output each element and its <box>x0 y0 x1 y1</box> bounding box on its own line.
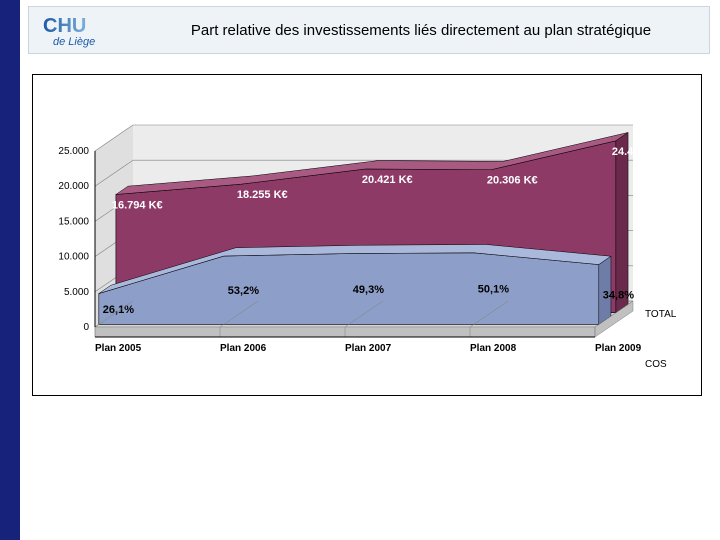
header-bar: CHU de Liège Part relative des investiss… <box>28 6 710 54</box>
page-title: Part relative des investissements liés d… <box>133 18 709 43</box>
svg-text:Plan 2009: Plan 2009 <box>595 343 642 354</box>
svg-text:50,1%: 50,1% <box>478 284 509 296</box>
svg-text:20.000: 20.000 <box>58 181 89 192</box>
svg-text:CHU: CHU <box>43 15 86 37</box>
svg-text:15.000: 15.000 <box>58 216 89 227</box>
investment-chart: 0 5.000 10.000 15.000 20.000 25.000 16.794 K€ 1… <box>33 75 701 395</box>
logo: CHU de Liège <box>29 10 133 50</box>
svg-text:16.794 K€: 16.794 K€ <box>112 199 163 211</box>
chart-container: 0 5.000 10.000 15.000 20.000 25.000 16.794 K€ 1… <box>32 74 702 396</box>
svg-text:0: 0 <box>83 322 89 333</box>
svg-text:26,1%: 26,1% <box>103 304 134 316</box>
svg-text:24.420 K€: 24.420 K€ <box>612 146 663 158</box>
svg-text:5.000: 5.000 <box>64 287 89 298</box>
svg-text:18.255 K€: 18.255 K€ <box>237 189 288 201</box>
svg-text:20.306 K€: 20.306 K€ <box>487 175 538 187</box>
svg-text:34,8%: 34,8% <box>603 289 634 301</box>
svg-text:53,2%: 53,2% <box>228 285 259 297</box>
svg-text:COS: COS <box>645 359 667 370</box>
svg-text:Plan 2005: Plan 2005 <box>95 343 142 354</box>
left-accent-bar <box>0 0 20 540</box>
svg-text:Plan 2006: Plan 2006 <box>220 343 267 354</box>
svg-text:49,3%: 49,3% <box>353 284 384 296</box>
svg-text:10.000: 10.000 <box>58 252 89 263</box>
svg-text:Plan 2008: Plan 2008 <box>470 343 517 354</box>
svg-text:de Liège: de Liège <box>53 36 95 48</box>
svg-text:20.421 K€: 20.421 K€ <box>362 174 413 186</box>
logo-svg: CHU de Liège <box>43 12 125 48</box>
svg-text:25.000: 25.000 <box>58 146 89 157</box>
svg-text:Plan 2007: Plan 2007 <box>345 343 392 354</box>
svg-text:TOTAL: TOTAL <box>645 309 677 320</box>
